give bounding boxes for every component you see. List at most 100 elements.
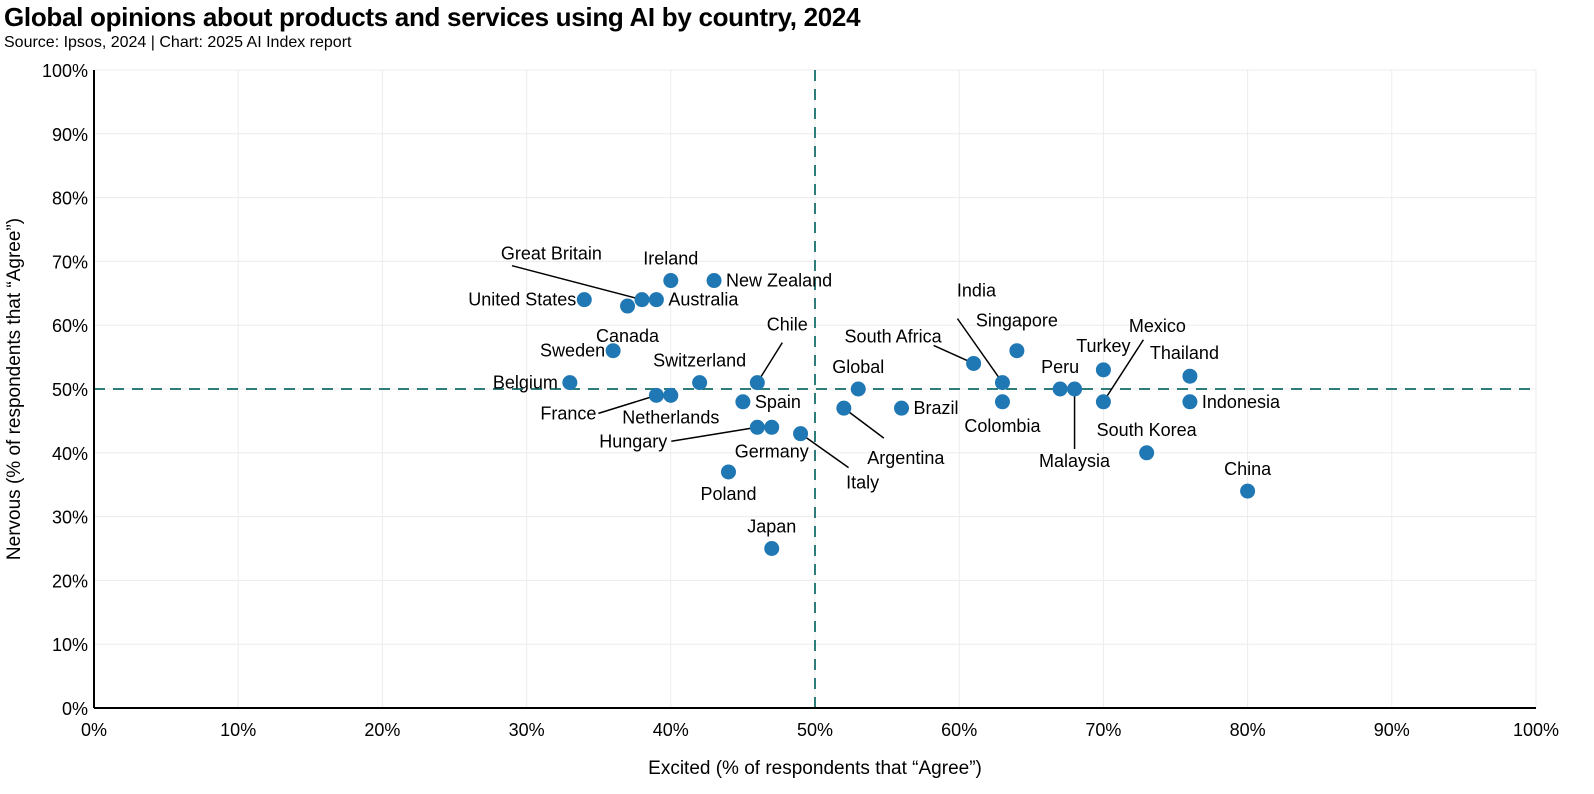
label-canada: Canada	[596, 326, 660, 346]
label-peru: Peru	[1041, 357, 1079, 377]
leader-line-great-britain	[511, 264, 643, 301]
y-tick-label: 80%	[52, 189, 88, 209]
label-united-states: United States	[468, 290, 576, 310]
y-axis-label: Nervous (% of respondents that “Agree”)	[4, 218, 25, 560]
chart-title: Global opinions about products and servi…	[4, 2, 861, 32]
label-italy: Italy	[846, 473, 879, 493]
point-hungary	[749, 419, 765, 435]
point-thailand	[1182, 368, 1198, 384]
point-canada	[620, 298, 636, 314]
label-argentina: Argentina	[867, 448, 945, 468]
label-singapore: Singapore	[976, 311, 1058, 331]
y-tick-label: 60%	[52, 316, 88, 336]
label-indonesia: Indonesia	[1202, 392, 1281, 412]
leader-line-hungary	[671, 426, 758, 443]
point-switzerland	[692, 375, 708, 391]
point-united-states	[576, 292, 592, 308]
point-india	[994, 375, 1010, 391]
leader-line-india	[956, 318, 1004, 384]
x-tick-label: 30%	[509, 720, 545, 740]
label-poland: Poland	[700, 484, 756, 504]
x-tick-label: 100%	[1513, 720, 1559, 740]
point-japan	[764, 541, 780, 556]
point-argentina	[836, 400, 852, 416]
x-tick-label: 0%	[81, 720, 107, 740]
point-belgium	[562, 375, 578, 391]
label-sweden: Sweden	[540, 341, 605, 361]
point-singapore	[1009, 343, 1025, 359]
label-switzerland: Switzerland	[653, 351, 746, 371]
x-tick-label: 90%	[1374, 720, 1410, 740]
label-spain: Spain	[755, 392, 801, 412]
leader-line-italy	[800, 433, 850, 469]
label-india: India	[957, 281, 997, 301]
label-ireland: Ireland	[643, 249, 698, 269]
point-netherlands	[663, 387, 679, 403]
point-mexico	[1095, 394, 1111, 410]
point-malaysia	[1067, 381, 1083, 397]
label-brazil: Brazil	[914, 398, 959, 418]
label-south-africa: South Africa	[845, 326, 943, 346]
point-great-britain	[634, 292, 650, 308]
label-south-korea: South Korea	[1097, 420, 1198, 440]
x-tick-label: 70%	[1085, 720, 1121, 740]
x-tick-label: 50%	[797, 720, 833, 740]
y-tick-label: 30%	[52, 508, 88, 528]
chart-subtitle: Source: Ipsos, 2024 | Chart: 2025 AI Ind…	[4, 34, 352, 51]
label-france: France	[540, 403, 596, 423]
leader-line-argentina	[843, 407, 885, 439]
point-france	[648, 387, 664, 403]
point-poland	[720, 464, 736, 480]
point-germany	[764, 419, 780, 435]
leader-line-mexico	[1102, 339, 1145, 403]
y-tick-label: 100%	[42, 61, 88, 81]
x-axis-label: Excited (% of respondents that “Agree”)	[648, 758, 982, 779]
label-hungary: Hungary	[599, 431, 667, 451]
point-china	[1240, 483, 1256, 499]
x-tick-label: 60%	[941, 720, 977, 740]
point-south-korea	[1139, 445, 1155, 461]
leader-line-chile	[756, 342, 783, 384]
point-peru	[1052, 381, 1068, 397]
label-netherlands: Netherlands	[622, 407, 719, 427]
y-tick-label: 50%	[52, 380, 88, 400]
point-italy	[793, 426, 809, 442]
label-china: China	[1224, 459, 1272, 479]
point-sweden	[605, 343, 621, 359]
point-colombia	[994, 394, 1010, 410]
y-tick-label: 40%	[52, 444, 88, 464]
label-malaysia: Malaysia	[1039, 451, 1111, 471]
y-tick-label: 0%	[62, 699, 88, 719]
y-tick-label: 20%	[52, 571, 88, 591]
label-belgium: Belgium	[493, 373, 558, 393]
label-mexico: Mexico	[1129, 316, 1186, 336]
y-tick-label: 10%	[52, 635, 88, 655]
point-spain	[735, 394, 751, 410]
y-tick-label: 70%	[52, 252, 88, 272]
label-chile: Chile	[767, 315, 808, 335]
label-great-britain: Great Britain	[501, 244, 602, 264]
leader-line-france	[598, 394, 657, 415]
point-brazil	[894, 400, 910, 416]
x-tick-label: 40%	[653, 720, 689, 740]
label-global: Global	[832, 357, 884, 377]
point-new-zealand	[706, 273, 722, 289]
label-new-zealand: New Zealand	[726, 271, 832, 291]
label-germany: Germany	[735, 441, 809, 461]
point-australia	[648, 292, 664, 308]
point-chile	[749, 375, 765, 391]
point-ireland	[663, 273, 679, 289]
x-tick-label: 20%	[364, 720, 400, 740]
y-tick-label: 90%	[52, 125, 88, 145]
point-south-africa	[966, 355, 982, 371]
label-japan: Japan	[747, 517, 796, 537]
label-turkey: Turkey	[1076, 336, 1130, 356]
label-thailand: Thailand	[1150, 343, 1219, 363]
point-global	[850, 381, 866, 397]
x-tick-label: 80%	[1230, 720, 1266, 740]
label-colombia: Colombia	[964, 416, 1041, 436]
point-indonesia	[1182, 394, 1198, 410]
label-australia: Australia	[668, 290, 739, 310]
point-turkey	[1095, 362, 1111, 378]
